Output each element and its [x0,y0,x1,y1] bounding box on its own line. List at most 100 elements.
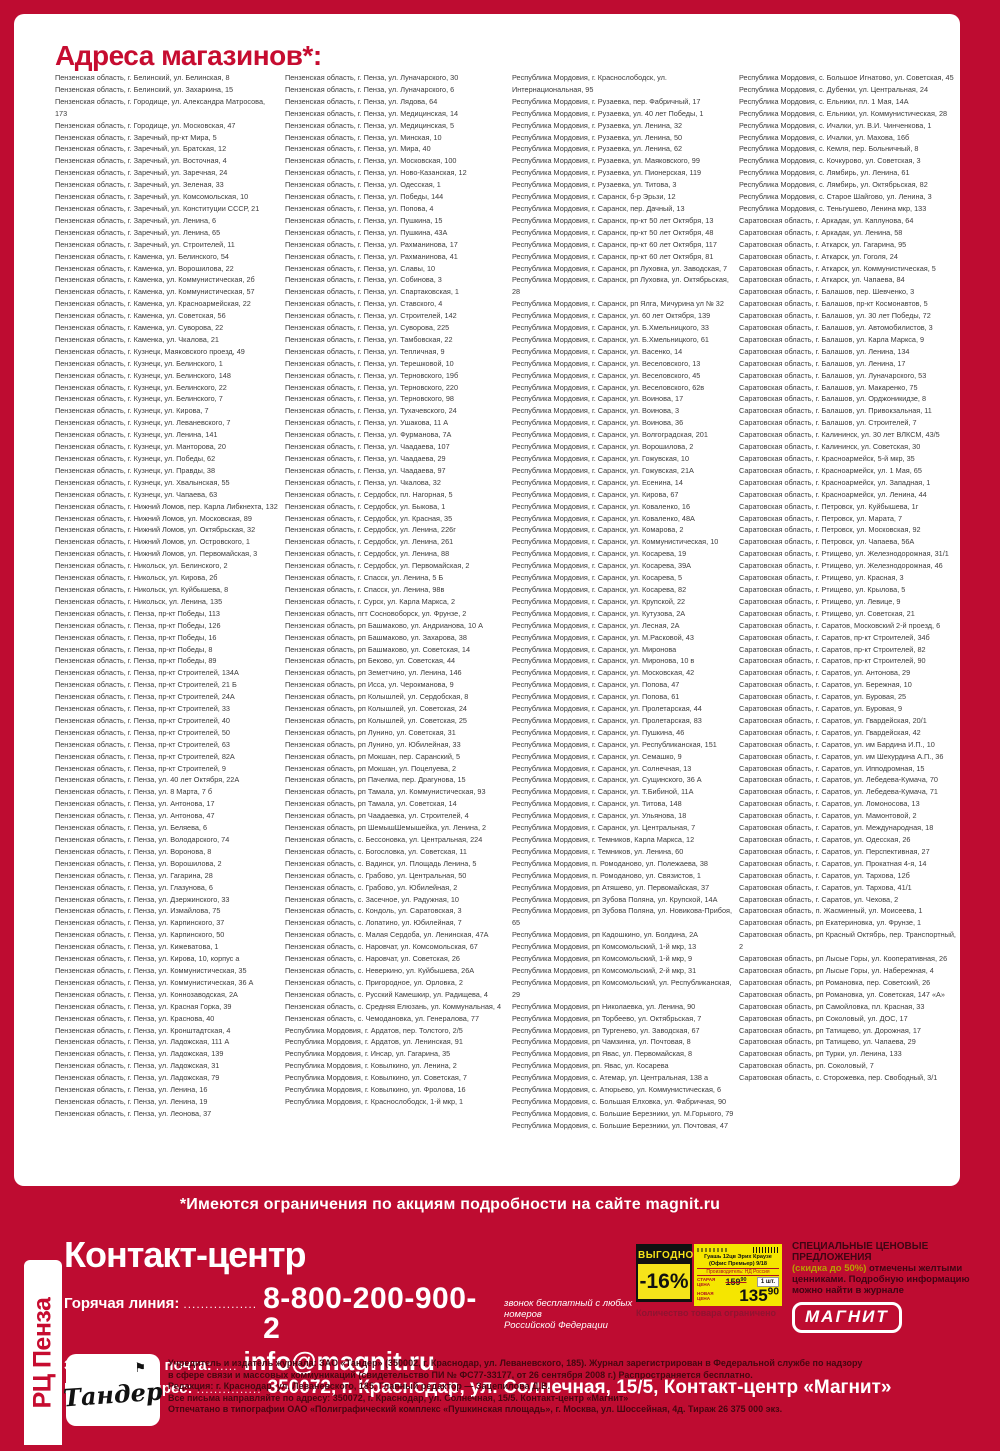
address-line: Пензенская область, г. Пенза, ул. Минска… [285,132,442,142]
address-line: Республика Мордовия, г. Саранск, ул. Тит… [512,799,682,809]
address-line: Республика Мордовия, с. Большое Игнатово… [739,73,954,82]
address-line: Республика Мордовия, г. Саранск, ул. Поп… [512,692,680,702]
address-line: Пензенская область, г. Пенза, ул. Ладожс… [55,1073,220,1083]
address-line: Республика Мордовия, с. Ичалки, ул. Махо… [739,132,910,142]
address-line: Пензенская область, г. Каменка, ул. Суво… [55,323,224,333]
address-line: Республика Мордовия, рп Тургенево, ул. З… [512,1025,700,1035]
address-line: Пензенская область, г. Кузнецк, Маяковск… [55,346,245,356]
address-line: Саратовская область, г. Саратов, ул. Бур… [739,704,903,714]
special-offers-body: (скидка до 50%) отмечены желтыми ценника… [792,1263,992,1296]
address-line: Пензенская область, г. Пенза, ул. Вороно… [55,846,212,856]
old-price-row: старая цена 15990 1 шт. [697,1277,779,1287]
address-line: Республика Мордовия, г. Саранск, ул. Вес… [512,370,701,380]
address-line: Пензенская область, г. Пенза, ул. Спарта… [285,287,459,297]
address-line: Пензенская область, с. Наровчат, ул. Сов… [285,954,460,964]
address-line: Пензенская область, г. Заречный, ул. Вос… [55,156,227,166]
address-line: Саратовская область, г. Петровск, ул. Ма… [739,513,903,523]
address-line: Республика Мордовия, г. Саранск, ул. Пуш… [512,727,685,737]
address-line: Пензенская область, г. Белинский, ул. За… [55,84,234,94]
address-line: Пензенская область, г. Каменка, ул. Крас… [55,299,251,309]
address-line: Саратовская область, г. Саратов, ул. Гва… [739,727,921,737]
address-line: Республика Мордовия, г. Саранск, ул. Кос… [512,561,692,571]
address-line: Республика Мордовия, г. Саранск, пр-кт 6… [512,251,714,261]
address-line: Пензенская область, г. Заречный, пр-кт М… [55,132,217,142]
address-line: Пензенская область, г. Пенза, ул. Тамбов… [285,334,453,344]
address-line: Пензенская область, г. Спасск, ул. Ленин… [285,573,444,583]
address-line: Саратовская область, г. Балашов, ул. Лен… [739,358,906,368]
address-line: Пензенская область, г. Пенза, ул. Кроншт… [55,1025,231,1035]
address-line: Саратовская область, рп Татищево, ул. До… [739,1025,921,1035]
address-line: Республика Мордовия, рп Комсомольский, 1… [512,954,693,964]
address-line: Пензенская область, с. Вадинск, ул. Площ… [285,858,477,868]
address-line: Республика Мордовия, г. Краснослободск, … [512,73,667,94]
address-line: Саратовская область, г. Саратов, ул. Гва… [739,715,927,725]
address-line: Пензенская область, г. Заречный, ул. Кон… [55,203,260,213]
address-column-3: Республика Мордовия, г. Краснослободск, … [512,72,736,1132]
address-line: Республика Мордовия, г. Саранск, пр-кт 5… [512,215,714,225]
address-line: Саратовская область, г. Ртищево, ул. Лев… [739,596,901,606]
tag-code-stripes [697,1247,727,1252]
address-line: Саратовская область, г. Ртищево, ул. Сов… [739,608,915,618]
new-price: 13590 [739,1286,779,1305]
address-line: Пензенская область, г. Пенза, пр-кт Стро… [55,668,239,678]
address-line: Саратовская область, г. Балашов, пр-кт К… [739,299,928,309]
address-line: Республика Мордовия, г. Саранск, ул. Вас… [512,346,683,356]
address-line: Республика Мордовия, г. Саранск, ул. Мир… [512,644,677,654]
badge-discount-value: -16% [638,1264,690,1299]
address-line: Пензенская область, г. Кузнецк, ул. Бели… [55,382,227,392]
price-tag: Гуашь 12цв Эрих Краузе (Офис Премьер) 9/… [694,1244,782,1306]
discount-highlight: (скидка до 50%) [792,1263,867,1274]
address-line: Пензенская область, г. Заречный, ул. Стр… [55,239,235,249]
address-line: Пензенская область, г. Пенза, ул. Мира, … [285,144,431,154]
address-line: Пензенская область, г. Никольск, ул. Бел… [55,561,228,571]
promo-example-block: ВЫГОДНО -16% Гуашь 12цв Эрих Краузе (Офи… [636,1244,782,1318]
address-line: Республика Мордовия, г. Саранск, ул. Сущ… [512,775,702,785]
address-line: Пензенская область, г. Пенза, ул. Антоно… [55,799,215,809]
address-line: Пензенская область, г. Пенза, ул. Тернов… [285,370,459,380]
address-line: Саратовская область, г. Красноармейск, у… [739,489,927,499]
address-line: Пензенская область, с. Русский Камешкир,… [285,989,488,999]
address-line: Саратовская область, г. Петровск, ул. Мо… [739,525,921,535]
address-line: Саратовская область, г. Петровск, ул. Ку… [739,501,919,511]
address-line: Республика Мордовия, рп Явас, ул. Первом… [512,1049,693,1059]
address-line: Саратовская область, г. Балашов, ул. Лун… [739,370,927,380]
address-line: Саратовская область, г. Саратов, ул. Чех… [739,894,899,904]
address-line: Саратовская область, г. Саратов, Московс… [739,620,941,630]
address-line: Саратовская область, г. Саратов, ул. им … [739,751,944,761]
magnit-logo: МАГНИТ [792,1302,902,1333]
address-line: Саратовская область, рп Татищево, ул. Ча… [739,1037,916,1047]
address-line: Саратовская область, рп Екатериновка, ул… [739,918,922,928]
address-line: Саратовская область, рп Самойловка, пл. … [739,1001,925,1011]
address-line: Саратовская область, г. Калининск, ул. 3… [739,430,940,440]
address-line: Пензенская область, с. Чемодановка, ул. … [285,1013,480,1023]
address-line: Республика Мордовия, с. Лямбирь, ул. Окт… [739,180,928,190]
address-line: Саратовская область, г. Саратов, ул. Лом… [739,799,920,809]
legal-line: Отпечатано в типографии ОАО «Полиграфиче… [168,1404,783,1415]
address-line: Республика Мордовия, г. Саранск, ул. Кир… [512,489,679,499]
address-line: Республика Мордовия, г. Саранск, рп Лухо… [512,275,729,297]
dot-leader: ................. [183,1297,258,1311]
address-line: Пензенская область, г. Кузнецк, ул. Побе… [55,454,216,463]
barcode-icon [753,1246,779,1253]
hotline-label: Горячая линия: [64,1295,180,1312]
address-line: Пензенская область, г. Пенза, ул. Пушкин… [285,215,443,225]
address-line: Пензенская область, г. Никольск, ул. Куй… [55,584,229,594]
address-line: Пензенская область, г. Пенза, ул. Чаадае… [285,442,450,452]
address-line: Республика Мордовия, г. Саранск, ул. Вол… [512,430,708,440]
address-line: Республика Мордовия, рп Зубова Поляна, у… [512,894,718,904]
distribution-center-label: РЦ Пенза [28,1297,57,1408]
address-line: Саратовская область, рп Турки, ул. Ленин… [739,1049,902,1059]
address-line: Республика Мордовия, г. Рузаевка, пер. Ф… [512,96,701,106]
address-line: Пензенская область, г. Пенза, ул. Лядова… [285,96,438,106]
address-panel: Адреса магазинов*: Пензенская область, г… [14,14,960,1186]
address-line: Пензенская область, г. Пенза, ул. Попова… [285,203,434,213]
address-line: Саратовская область, г. Петровск, ул. Ча… [739,537,915,547]
address-line: Пензенская область, г. Кузнецк, ул. Бели… [55,394,223,404]
address-line: Саратовская область, г. Красноармейск, 5… [739,454,915,463]
address-line: Республика Мордовия, г. Саранск, ул. Вес… [512,382,705,392]
address-line: Республика Мордовия, г. Саранск, ул. Гож… [512,465,694,475]
address-line: Республика Мордовия, рп Комсомольский, у… [512,977,732,999]
address-line: Пензенская область, г. Пенза, ул. 40 лет… [55,775,240,785]
address-line: Республика Мордовия, г. Саранск, ул. Кут… [512,608,686,618]
address-line: Пензенская область, г. Заречный, ул. Ком… [55,192,249,202]
